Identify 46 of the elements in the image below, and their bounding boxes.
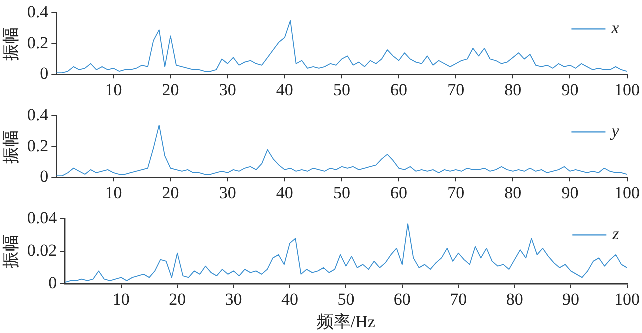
x-tick-label: 20 xyxy=(162,80,180,100)
x-tick-label: 90 xyxy=(562,80,579,100)
y-tick-label: 0 xyxy=(48,274,58,293)
y-tick-label: 0.2 xyxy=(27,33,49,52)
x-tick-label: 70 xyxy=(448,80,465,100)
x-tick-label: 100 xyxy=(614,80,640,100)
legend-label: y xyxy=(610,122,620,141)
y-tick-label: 0.02 xyxy=(27,241,58,260)
y-tick-label: 0 xyxy=(40,64,49,84)
x-tick-label: 10 xyxy=(105,80,122,100)
x-axis-title: 频率/Hz xyxy=(316,312,376,332)
x-tick-label: 60 xyxy=(390,183,408,202)
x-tick-label: 10 xyxy=(112,290,130,309)
x-tick-label: 40 xyxy=(276,183,294,202)
x-tick-label: 20 xyxy=(169,290,186,309)
y-axis-title: 振幅 xyxy=(2,26,21,61)
x-tick-label: 50 xyxy=(333,80,350,100)
x-tick-label: 70 xyxy=(450,290,468,309)
x-tick-label: 100 xyxy=(614,290,640,309)
y-tick-label: 0 xyxy=(40,167,49,186)
legend-label: x xyxy=(610,18,620,38)
x-tick-label: 90 xyxy=(562,183,579,202)
x-tick-label: 80 xyxy=(506,290,524,309)
x-tick-label: 40 xyxy=(276,80,294,100)
x-tick-label: 50 xyxy=(338,290,355,309)
x-tick-label: 20 xyxy=(162,183,180,202)
x-tick-label: 30 xyxy=(219,183,236,202)
x-tick-label: 80 xyxy=(504,80,522,100)
x-tick-label: 60 xyxy=(394,290,411,309)
x-tick-label: 10 xyxy=(105,183,122,202)
x-tick-label: 80 xyxy=(504,183,522,202)
x-tick-label: 70 xyxy=(448,183,465,202)
legend-label: z xyxy=(612,224,620,244)
x-tick-label: 60 xyxy=(390,80,408,100)
y-tick-label: 0.4 xyxy=(27,106,50,125)
x-tick-label: 50 xyxy=(333,183,350,202)
y-axis-title: 振幅 xyxy=(2,234,21,269)
x-tick-label: 90 xyxy=(562,290,580,309)
y-axis-title: 振幅 xyxy=(2,130,21,164)
y-tick-label: 0.2 xyxy=(27,136,49,156)
y-tick-label: 0.4 xyxy=(27,2,50,22)
x-tick-label: 40 xyxy=(281,290,298,309)
x-tick-label: 100 xyxy=(614,183,640,202)
y-tick-label: 0.04 xyxy=(27,208,58,228)
x-tick-label: 30 xyxy=(219,80,236,100)
x-tick-label: 30 xyxy=(225,290,242,309)
